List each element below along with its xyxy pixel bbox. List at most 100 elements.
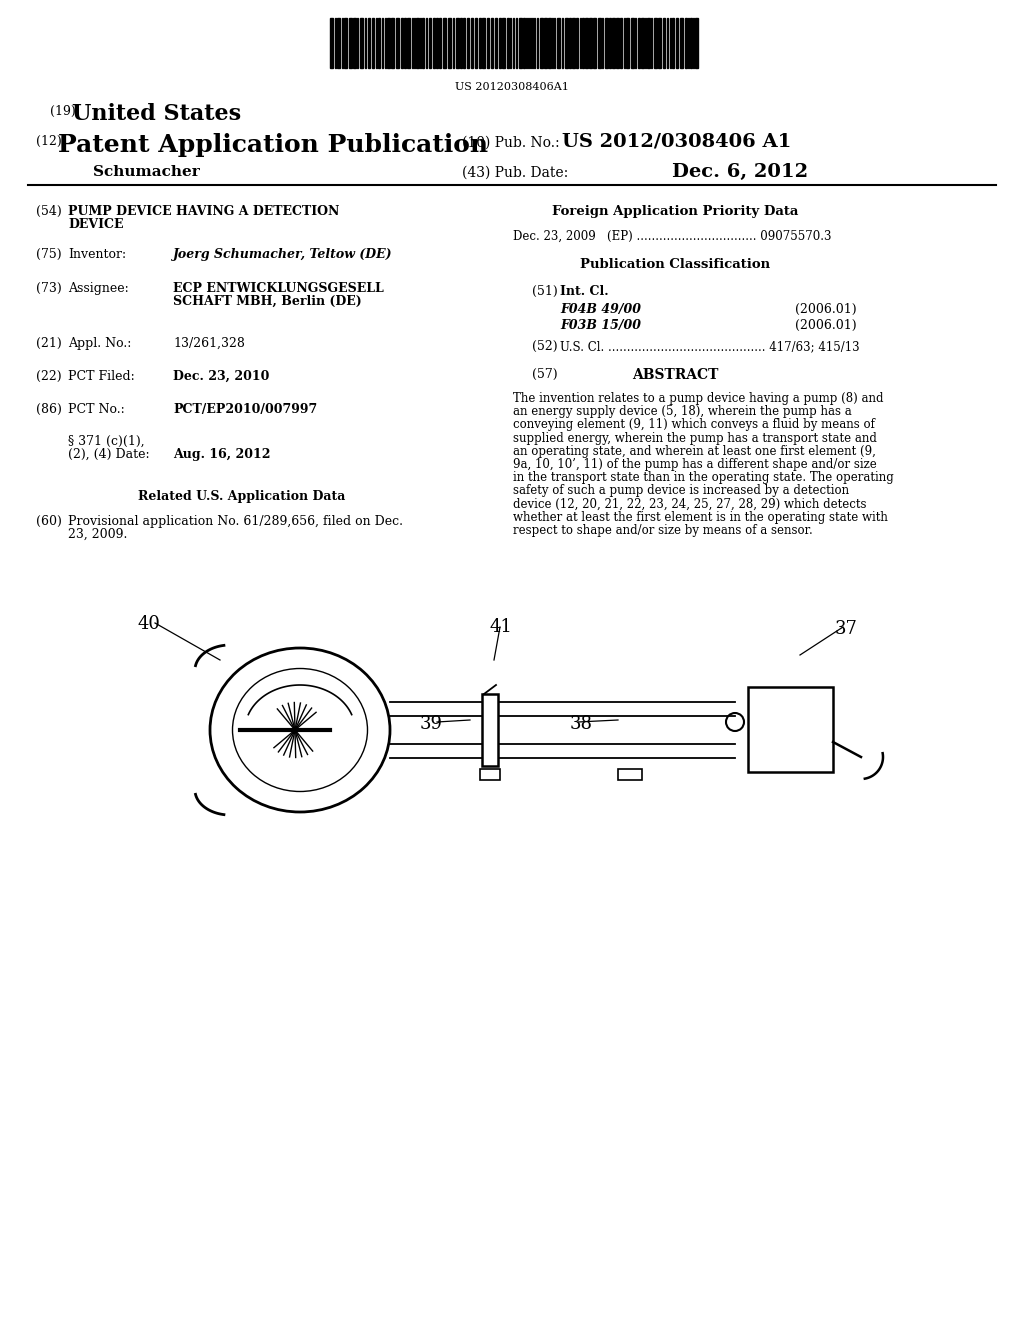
Bar: [378, 18, 380, 69]
Bar: [480, 770, 500, 780]
Bar: [436, 18, 438, 69]
Text: PUMP DEVICE HAVING A DETECTION: PUMP DEVICE HAVING A DETECTION: [68, 205, 339, 218]
Bar: [676, 18, 678, 69]
Bar: [582, 18, 584, 69]
Text: SCHAFT MBH, Berlin (DE): SCHAFT MBH, Berlin (DE): [173, 294, 361, 308]
Text: (43) Pub. Date:: (43) Pub. Date:: [462, 166, 568, 180]
Bar: [658, 18, 662, 69]
Text: ABSTRACT: ABSTRACT: [632, 368, 718, 381]
Bar: [463, 18, 465, 69]
Bar: [475, 18, 477, 69]
Text: 23, 2009.: 23, 2009.: [68, 528, 127, 541]
Text: Patent Application Publication: Patent Application Publication: [58, 133, 488, 157]
Bar: [557, 18, 560, 69]
Text: (86): (86): [36, 403, 61, 416]
Text: F03B 15/00: F03B 15/00: [560, 319, 641, 333]
Text: (10) Pub. No.:: (10) Pub. No.:: [462, 136, 560, 150]
Bar: [337, 18, 340, 69]
Text: Foreign Application Priority Data: Foreign Application Priority Data: [552, 205, 798, 218]
Text: respect to shape and/or size by means of a sensor.: respect to shape and/or size by means of…: [513, 524, 813, 537]
Text: (73): (73): [36, 282, 61, 294]
Bar: [360, 18, 362, 69]
Text: ECP ENTWICKLUNGSGESELL: ECP ENTWICKLUNGSGESELL: [173, 282, 384, 294]
Text: (12): (12): [36, 135, 61, 148]
Text: (2), (4) Date:: (2), (4) Date:: [68, 447, 150, 461]
Text: (60): (60): [36, 515, 61, 528]
Text: 38: 38: [570, 715, 593, 733]
Text: Publication Classification: Publication Classification: [580, 257, 770, 271]
Bar: [433, 18, 435, 69]
Bar: [482, 18, 485, 69]
Bar: [460, 18, 462, 69]
Bar: [598, 18, 601, 69]
Text: Aug. 16, 2012: Aug. 16, 2012: [173, 447, 270, 461]
Bar: [422, 18, 424, 69]
Text: PCT No.:: PCT No.:: [68, 403, 125, 416]
Bar: [565, 18, 568, 69]
Bar: [479, 18, 481, 69]
Text: conveying element (9, 11) which conveys a fluid by means of: conveying element (9, 11) which conveys …: [513, 418, 874, 432]
Text: PCT/EP2010/007997: PCT/EP2010/007997: [173, 403, 317, 416]
Bar: [663, 18, 665, 69]
Bar: [620, 18, 622, 69]
Bar: [344, 18, 347, 69]
Text: United States: United States: [72, 103, 241, 125]
Bar: [569, 18, 571, 69]
Bar: [589, 18, 592, 69]
Text: Joerg Schumacher, Teltow (DE): Joerg Schumacher, Teltow (DE): [173, 248, 392, 261]
Text: Dec. 23, 2010: Dec. 23, 2010: [173, 370, 269, 383]
Text: an energy supply device (5, 18), wherein the pump has a: an energy supply device (5, 18), wherein…: [513, 405, 852, 418]
Bar: [330, 18, 333, 69]
Text: Inventor:: Inventor:: [68, 248, 126, 261]
Bar: [523, 18, 525, 69]
Bar: [429, 18, 431, 69]
Text: (75): (75): [36, 248, 61, 261]
Bar: [641, 18, 644, 69]
Text: Int. Cl.: Int. Cl.: [560, 285, 608, 298]
Text: supplied energy, wherein the pump has a transport state and: supplied energy, wherein the pump has a …: [513, 432, 877, 445]
Text: 37: 37: [835, 620, 858, 638]
Bar: [638, 18, 640, 69]
Bar: [612, 18, 615, 69]
Bar: [396, 18, 399, 69]
Text: Dec. 23, 2009   (EP) ................................ 09075570.3: Dec. 23, 2009 (EP) .....................…: [513, 230, 831, 243]
Bar: [593, 18, 596, 69]
Text: whether at least the first element is in the operating state with: whether at least the first element is in…: [513, 511, 888, 524]
Bar: [467, 18, 469, 69]
Text: U.S. Cl. .......................................... 417/63; 415/13: U.S. Cl. ...............................…: [560, 341, 859, 352]
Bar: [368, 18, 370, 69]
Bar: [439, 18, 441, 69]
Bar: [490, 18, 493, 69]
Text: 41: 41: [490, 618, 513, 636]
Bar: [575, 18, 578, 69]
Text: (52): (52): [532, 341, 558, 352]
Text: Provisional application No. 61/289,656, filed on Dec.: Provisional application No. 61/289,656, …: [68, 515, 403, 528]
Bar: [647, 18, 650, 69]
Bar: [548, 18, 551, 69]
Bar: [407, 18, 410, 69]
Bar: [387, 18, 390, 69]
Text: US 20120308406A1: US 20120308406A1: [455, 82, 569, 92]
Bar: [443, 18, 446, 69]
Bar: [605, 18, 608, 69]
Text: an operating state, and wherein at least one first element (9,: an operating state, and wherein at least…: [513, 445, 876, 458]
Bar: [499, 18, 501, 69]
Text: safety of such a pump device is increased by a detection: safety of such a pump device is increase…: [513, 484, 849, 498]
Text: device (12, 20, 21, 22, 23, 24, 25, 27, 28, 29) which detects: device (12, 20, 21, 22, 23, 24, 25, 27, …: [513, 498, 866, 511]
Text: US 2012/0308406 A1: US 2012/0308406 A1: [562, 133, 792, 150]
Bar: [585, 18, 588, 69]
Bar: [416, 18, 419, 69]
Text: Assignee:: Assignee:: [68, 282, 129, 294]
Bar: [609, 18, 611, 69]
Text: 39: 39: [420, 715, 443, 733]
Text: (54): (54): [36, 205, 61, 218]
Bar: [449, 18, 451, 69]
Bar: [695, 18, 698, 69]
Bar: [353, 18, 356, 69]
Bar: [401, 18, 403, 69]
Bar: [654, 18, 657, 69]
Bar: [631, 18, 634, 69]
Bar: [685, 18, 687, 69]
Bar: [391, 18, 394, 69]
Bar: [502, 18, 505, 69]
